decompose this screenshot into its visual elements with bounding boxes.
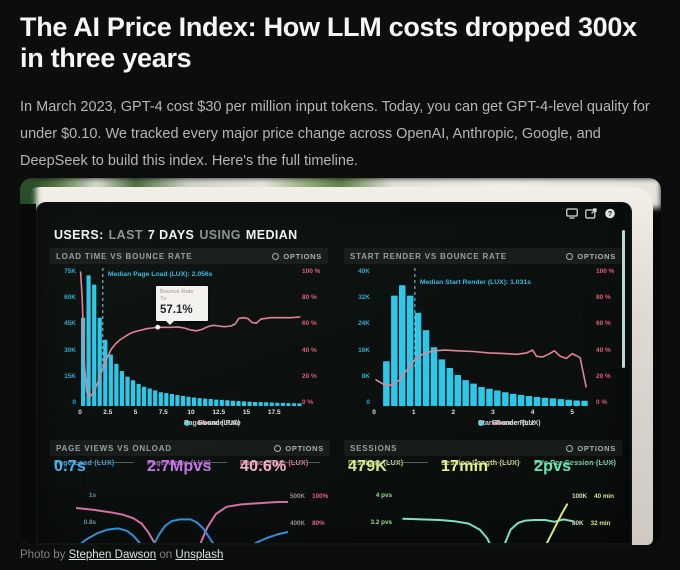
panel-start-render-vs-bounce-rate: START RENDER VS BOUNCE RATE OPTIONS 40K 3… [344, 248, 622, 436]
panel-load-time-vs-bounce-rate: LOAD TIME VS BOUNCE RATE OPTIONS 75K 60K 4… [50, 248, 328, 436]
y-axis-left: 75K 60K 45K 30K 15K 0 [64, 268, 76, 406]
median-annotation: Median Page Load (LUX): 2.056s [107, 271, 213, 278]
help-icon[interactable]: ? [604, 208, 616, 219]
share-icon[interactable] [585, 208, 597, 219]
scrollbar[interactable] [622, 230, 625, 368]
page-title: The AI Price Index: How LLM costs droppe… [20, 12, 637, 73]
panel-title: LOAD TIME VS BOUNCE RATE [56, 251, 193, 261]
options-button[interactable]: OPTIONS [274, 444, 324, 453]
load-time-histogram [79, 268, 302, 406]
mini-axis-left: 4 pvs 3.2 pvs [370, 492, 392, 526]
toolbar-segment: USING [199, 228, 241, 242]
panel-title: PAGE VIEWS VS ONLOAD [56, 443, 172, 453]
y-axis-right: 100 % 80 % 60 % 40 % 20 % 0 % [596, 268, 615, 406]
left-shadow [20, 204, 36, 545]
options-button[interactable]: OPTIONS [566, 444, 616, 453]
users-median-dropdown[interactable]: USERS: LAST 7 DAYS USING MEDIAN [54, 226, 620, 244]
credit-middle: on [159, 549, 173, 561]
toolbar-segment: 7 DAYS [147, 228, 195, 242]
svg-text:?: ? [608, 211, 612, 218]
gear-icon [274, 444, 282, 452]
median-annotation: Median Start Render (LUX): 1.031s [419, 279, 531, 286]
hero-photo: USERS: LAST 7 DAYS USING MEDIAN ? [20, 178, 661, 545]
credit-prefix: Photo by [20, 549, 66, 561]
toolbar-segment: USERS: [54, 228, 104, 242]
gear-icon [566, 444, 574, 452]
chevron-down-icon[interactable] [40, 208, 53, 217]
panel-title: SESSIONS [350, 443, 398, 453]
monitor-screen: USERS: LAST 7 DAYS USING MEDIAN ? [36, 202, 632, 545]
panel-title: START RENDER VS BOUNCE RATE [350, 251, 507, 261]
mini-axis-right: 100K 40 min 80K 32 min [572, 493, 615, 527]
photo-credit: Photo by Stephen Dawson on Unsplash [20, 549, 223, 561]
x-axis: 0 2.5 5 7.5 10 12.5 15 17.5 [78, 409, 281, 416]
gear-icon [566, 252, 574, 260]
options-button[interactable]: OPTIONS [566, 252, 616, 261]
y-axis-left: 40K 32K 24K 16K 8K 0 [358, 268, 370, 406]
display-icon[interactable] [566, 208, 578, 219]
panel-sessions: SESSIONS OPTIONS Sessions (LUX) 479K Sessi… [344, 440, 622, 545]
pageviews-sparkline [76, 490, 288, 545]
mini-axis-left: 1s 0.8s [83, 492, 96, 526]
mini-axis-right: 500K 100% 400K 80% [290, 493, 329, 527]
chart-tooltip: Bounce Rate 7s 57.1% [156, 286, 208, 325]
start-render-histogram [375, 268, 588, 407]
gear-icon [272, 252, 280, 260]
y-axis-right: 100 % 80 % 60 % 40 % 20 % 0 % [302, 268, 321, 406]
sessions-sparkline [396, 490, 578, 545]
unsplash-link[interactable]: Unsplash [175, 549, 224, 561]
options-button[interactable]: OPTIONS [272, 252, 322, 261]
toolbar-segment: MEDIAN [245, 228, 298, 242]
intro-paragraph: In March 2023, GPT-4 cost $30 per millio… [20, 99, 650, 169]
toolbar-segment: LAST [108, 228, 143, 242]
panel-page-views-vs-onload: PAGE VIEWS VS ONLOAD OPTIONS Page Load (… [50, 440, 330, 545]
author-link[interactable]: Stephen Dawson [68, 549, 157, 561]
